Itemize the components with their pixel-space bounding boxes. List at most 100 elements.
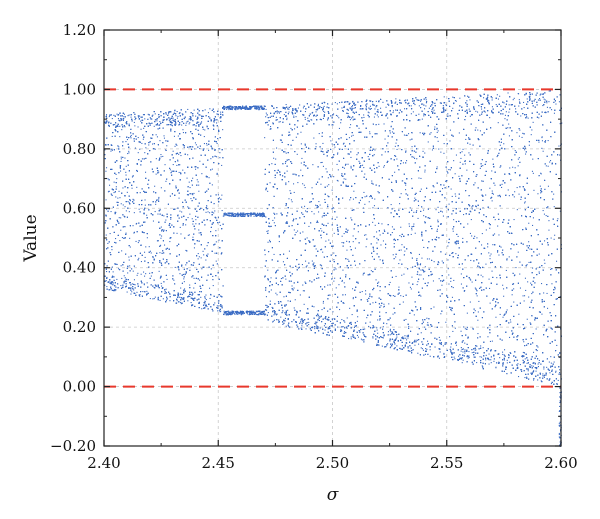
data-point (549, 372, 551, 374)
data-point (420, 177, 422, 179)
data-point (195, 144, 197, 146)
data-point (144, 251, 146, 253)
data-point (475, 349, 477, 351)
data-point (556, 344, 558, 346)
data-point (428, 258, 430, 260)
data-point (185, 264, 187, 266)
data-point (426, 348, 428, 350)
data-point (511, 294, 513, 296)
data-point (479, 167, 481, 169)
data-point (411, 178, 413, 180)
data-point (518, 105, 520, 107)
data-point (389, 132, 391, 134)
data-point (174, 294, 176, 296)
data-point (305, 210, 307, 212)
data-point (107, 178, 109, 180)
data-point (337, 115, 339, 117)
data-point (117, 201, 119, 203)
data-point (297, 107, 299, 109)
data-point (364, 196, 366, 198)
data-point (217, 310, 219, 312)
data-point (491, 170, 493, 172)
data-point (356, 154, 358, 156)
data-point (502, 353, 504, 355)
data-point (454, 100, 456, 102)
data-point (308, 324, 310, 326)
data-point (123, 281, 125, 283)
data-point (317, 103, 319, 105)
data-point (394, 145, 396, 147)
data-point (499, 95, 501, 97)
data-point (264, 137, 266, 139)
data-point (414, 104, 416, 106)
data-point (223, 311, 225, 313)
data-point (341, 319, 343, 321)
data-point (427, 322, 429, 324)
data-point (438, 342, 440, 344)
data-point (263, 213, 265, 215)
data-point (467, 357, 469, 359)
data-point (285, 325, 287, 327)
data-point (328, 184, 330, 186)
data-point (247, 310, 249, 312)
data-point (506, 258, 508, 260)
data-point (438, 211, 440, 213)
data-point (506, 309, 508, 311)
data-point (181, 113, 183, 115)
data-point (154, 148, 156, 150)
data-point (378, 281, 380, 283)
data-point (437, 219, 439, 221)
data-point (487, 357, 489, 359)
data-point (163, 119, 165, 121)
data-point (301, 157, 303, 159)
data-point (336, 163, 338, 165)
data-point (273, 222, 275, 224)
data-point (341, 279, 343, 281)
data-point (283, 230, 285, 232)
data-point (488, 353, 490, 355)
data-point (142, 138, 144, 140)
data-point (523, 341, 525, 343)
data-point (143, 284, 145, 286)
data-point (243, 213, 245, 215)
data-point (143, 127, 145, 129)
data-point (499, 313, 501, 315)
data-point (558, 101, 560, 103)
data-point (127, 115, 129, 117)
data-point (411, 276, 413, 278)
data-point (337, 152, 339, 154)
data-point (179, 123, 181, 125)
data-point (443, 106, 445, 108)
data-point (130, 287, 132, 289)
data-point (264, 254, 266, 256)
data-point (494, 219, 496, 221)
data-point (453, 160, 455, 162)
data-point (320, 316, 322, 318)
data-point (182, 224, 184, 226)
data-point (424, 270, 426, 272)
data-point (144, 199, 146, 201)
data-point (489, 302, 491, 304)
data-point (269, 182, 271, 184)
data-point (269, 300, 271, 302)
data-point (285, 184, 287, 186)
data-point (408, 133, 410, 135)
data-point (550, 356, 552, 358)
data-point (283, 114, 285, 116)
data-point (305, 260, 307, 262)
data-point (448, 274, 450, 276)
data-point (114, 290, 116, 292)
data-point (290, 127, 292, 129)
data-point (436, 228, 438, 230)
data-point (532, 158, 534, 160)
data-point (395, 275, 397, 277)
data-point (431, 109, 433, 111)
data-point (431, 111, 433, 113)
data-point (451, 195, 453, 197)
data-point (327, 118, 329, 120)
data-point (494, 233, 496, 235)
data-point (421, 118, 423, 120)
data-point (326, 185, 328, 187)
data-point (131, 283, 133, 285)
data-point (105, 120, 107, 122)
